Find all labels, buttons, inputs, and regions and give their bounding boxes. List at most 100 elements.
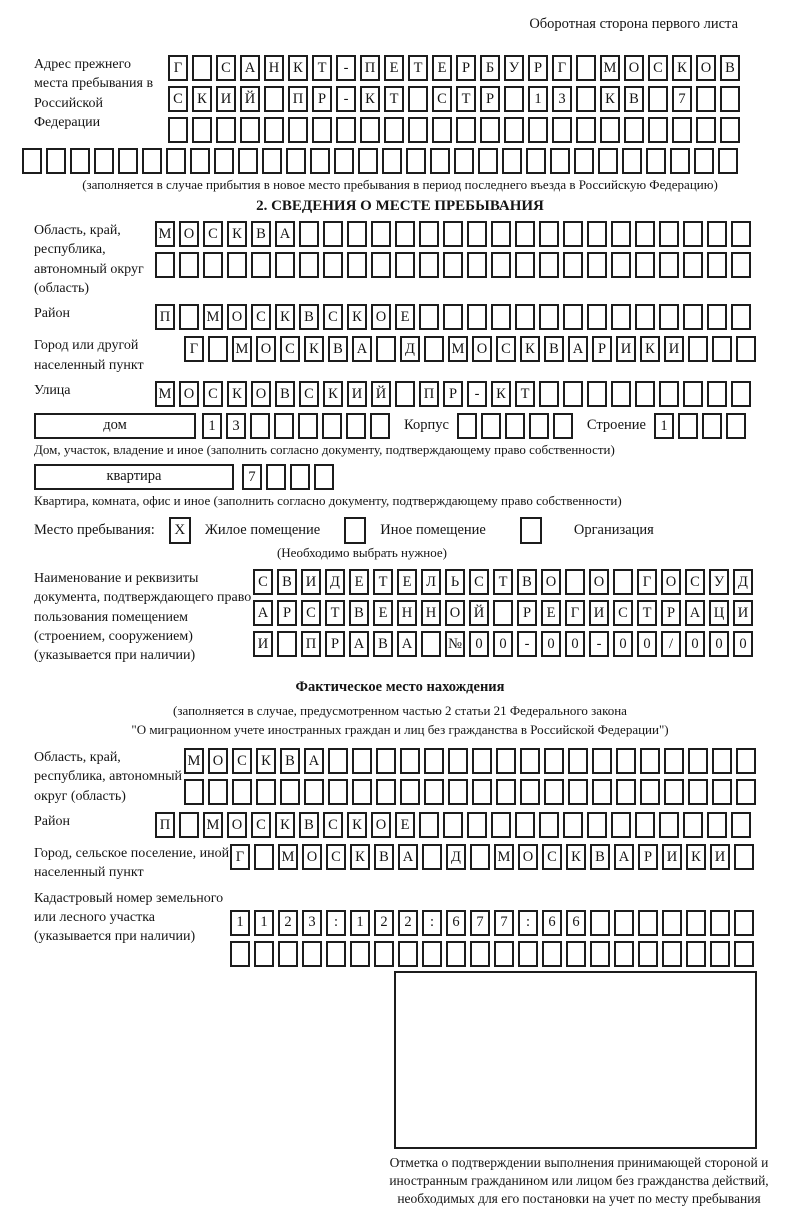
- char-cell[interactable]: [526, 148, 546, 174]
- char-cell[interactable]: [616, 748, 636, 775]
- char-cell[interactable]: [613, 568, 633, 595]
- char-cell[interactable]: [70, 148, 90, 174]
- char-cell[interactable]: [274, 412, 294, 439]
- char-cell[interactable]: [696, 86, 716, 112]
- char-cell[interactable]: Л: [421, 568, 441, 595]
- char-cell[interactable]: С: [613, 599, 633, 626]
- char-cell[interactable]: [611, 252, 631, 278]
- char-cell[interactable]: :: [326, 909, 346, 936]
- char-cell[interactable]: [539, 380, 559, 407]
- char-cell[interactable]: [250, 412, 270, 439]
- char-cell[interactable]: [472, 748, 492, 775]
- char-cell[interactable]: [184, 779, 204, 806]
- char-cell[interactable]: [470, 940, 490, 967]
- char-cell[interactable]: 6: [542, 909, 562, 936]
- char-cell[interactable]: П: [155, 304, 175, 331]
- char-cell[interactable]: Е: [349, 568, 369, 595]
- char-cell[interactable]: 1: [230, 909, 250, 936]
- char-cell[interactable]: [275, 252, 295, 278]
- char-cell[interactable]: [227, 252, 247, 278]
- char-cell[interactable]: [406, 148, 426, 174]
- char-cell[interactable]: [587, 304, 607, 331]
- char-cell[interactable]: №: [445, 630, 465, 657]
- char-cell[interactable]: [659, 380, 679, 407]
- char-cell[interactable]: [731, 380, 751, 407]
- char-cell[interactable]: Ц: [709, 599, 729, 626]
- char-cell[interactable]: [515, 221, 535, 247]
- char-cell[interactable]: 1: [350, 909, 370, 936]
- char-cell[interactable]: [395, 380, 415, 407]
- char-cell[interactable]: [736, 748, 756, 775]
- char-cell[interactable]: [454, 148, 474, 174]
- char-cell[interactable]: Р: [312, 86, 332, 112]
- char-cell[interactable]: 1: [202, 412, 222, 439]
- char-cell[interactable]: [254, 940, 274, 967]
- char-cell[interactable]: О: [661, 568, 681, 595]
- char-cell[interactable]: 7: [672, 86, 692, 112]
- char-cell[interactable]: [734, 909, 754, 936]
- char-cell[interactable]: Г: [565, 599, 585, 626]
- char-cell[interactable]: М: [155, 221, 175, 247]
- char-cell[interactable]: М: [203, 812, 223, 839]
- char-cell[interactable]: Т: [373, 568, 393, 595]
- char-cell[interactable]: [662, 940, 682, 967]
- char-cell[interactable]: О: [371, 304, 391, 331]
- char-cell[interactable]: [240, 117, 260, 143]
- char-cell[interactable]: Г: [230, 844, 250, 871]
- char-cell[interactable]: Е: [397, 568, 417, 595]
- char-cell[interactable]: У: [504, 55, 524, 81]
- char-cell[interactable]: [262, 148, 282, 174]
- char-cell[interactable]: [155, 252, 175, 278]
- char-cell[interactable]: Р: [443, 380, 463, 407]
- char-cell[interactable]: [731, 221, 751, 247]
- char-cell[interactable]: [539, 221, 559, 247]
- checkbox-organization[interactable]: [519, 516, 542, 544]
- char-cell[interactable]: Т: [456, 86, 476, 112]
- char-cell[interactable]: [467, 252, 487, 278]
- char-cell[interactable]: Т: [637, 599, 657, 626]
- char-cell[interactable]: [614, 909, 634, 936]
- char-cell[interactable]: О: [302, 844, 322, 871]
- char-cell[interactable]: [648, 86, 668, 112]
- char-cell[interactable]: [590, 909, 610, 936]
- char-cell[interactable]: Д: [446, 844, 466, 871]
- char-cell[interactable]: [448, 779, 468, 806]
- char-cell[interactable]: [419, 304, 439, 331]
- char-cell[interactable]: [712, 336, 732, 363]
- char-cell[interactable]: [190, 148, 210, 174]
- char-cell[interactable]: [422, 844, 442, 871]
- char-cell[interactable]: 3: [302, 909, 322, 936]
- char-cell[interactable]: [563, 304, 583, 331]
- char-cell[interactable]: [374, 940, 394, 967]
- char-cell[interactable]: [720, 117, 740, 143]
- char-cell[interactable]: С: [648, 55, 668, 81]
- char-cell[interactable]: [203, 252, 223, 278]
- char-cell[interactable]: [142, 148, 162, 174]
- char-cell[interactable]: :: [422, 909, 442, 936]
- char-cell[interactable]: [683, 812, 703, 839]
- char-cell[interactable]: 0: [613, 630, 633, 657]
- char-cell[interactable]: [718, 148, 738, 174]
- char-cell[interactable]: [635, 304, 655, 331]
- char-cell[interactable]: [576, 86, 596, 112]
- char-cell[interactable]: К: [275, 812, 295, 839]
- char-cell[interactable]: [334, 148, 354, 174]
- char-cell[interactable]: [328, 748, 348, 775]
- char-cell[interactable]: [424, 779, 444, 806]
- char-cell[interactable]: [358, 148, 378, 174]
- char-cell[interactable]: [736, 336, 756, 363]
- char-cell[interactable]: [208, 336, 228, 363]
- char-cell[interactable]: С: [542, 844, 562, 871]
- char-cell[interactable]: К: [227, 221, 247, 247]
- char-cell[interactable]: [346, 412, 366, 439]
- char-cell[interactable]: [677, 412, 698, 439]
- char-cell[interactable]: [347, 252, 367, 278]
- char-cell[interactable]: [672, 117, 692, 143]
- char-cell[interactable]: Е: [373, 599, 393, 626]
- char-cell[interactable]: [528, 412, 549, 439]
- char-cell[interactable]: [179, 812, 199, 839]
- char-cell[interactable]: [712, 748, 732, 775]
- checkbox-other-premises[interactable]: [344, 516, 367, 544]
- char-cell[interactable]: И: [253, 630, 273, 657]
- char-cell[interactable]: [456, 117, 476, 143]
